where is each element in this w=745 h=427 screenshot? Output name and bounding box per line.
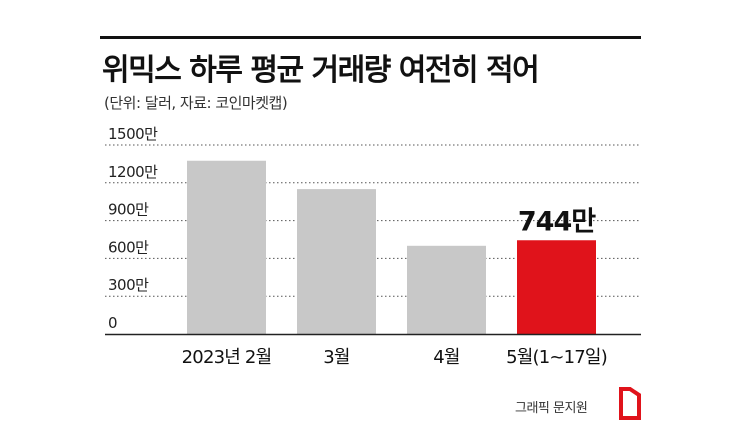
bar	[297, 189, 376, 334]
y-tick-label: 1500만	[108, 125, 158, 143]
bar	[187, 160, 266, 334]
y-axis-ticks: 0 300만 600만 900만 1200만 1500만	[108, 125, 159, 332]
publisher-logo-icon	[619, 387, 641, 420]
chart-title: 위믹스 하루 평균 거래량 여전히 적어	[102, 53, 540, 88]
y-tick-label: 300만	[108, 276, 149, 294]
x-category-label: 4월	[433, 347, 459, 368]
chart-subtitle: (단위: 달러, 자료: 코인마켓캡)	[104, 94, 288, 112]
graphic-credit: 그래픽 문지원	[515, 401, 588, 416]
data-label: 744만	[518, 206, 596, 237]
x-category-label: 5월(1~17일)	[506, 347, 607, 368]
x-category-label: 3월	[323, 347, 349, 368]
bar	[407, 245, 486, 334]
y-tick-label: 900만	[108, 201, 149, 219]
x-axis-categories: 2023년 2월 3월 4월 5월(1~17일)	[182, 347, 608, 368]
top-rule	[100, 36, 641, 39]
bars	[187, 160, 596, 334]
x-category-label: 2023년 2월	[182, 347, 272, 368]
y-tick-label: 1200만	[108, 163, 158, 181]
bar-highlight	[517, 240, 596, 334]
data-labels: 744만	[518, 206, 597, 237]
y-tick-label: 600만	[108, 238, 149, 256]
y-tick-label: 0	[108, 314, 117, 332]
